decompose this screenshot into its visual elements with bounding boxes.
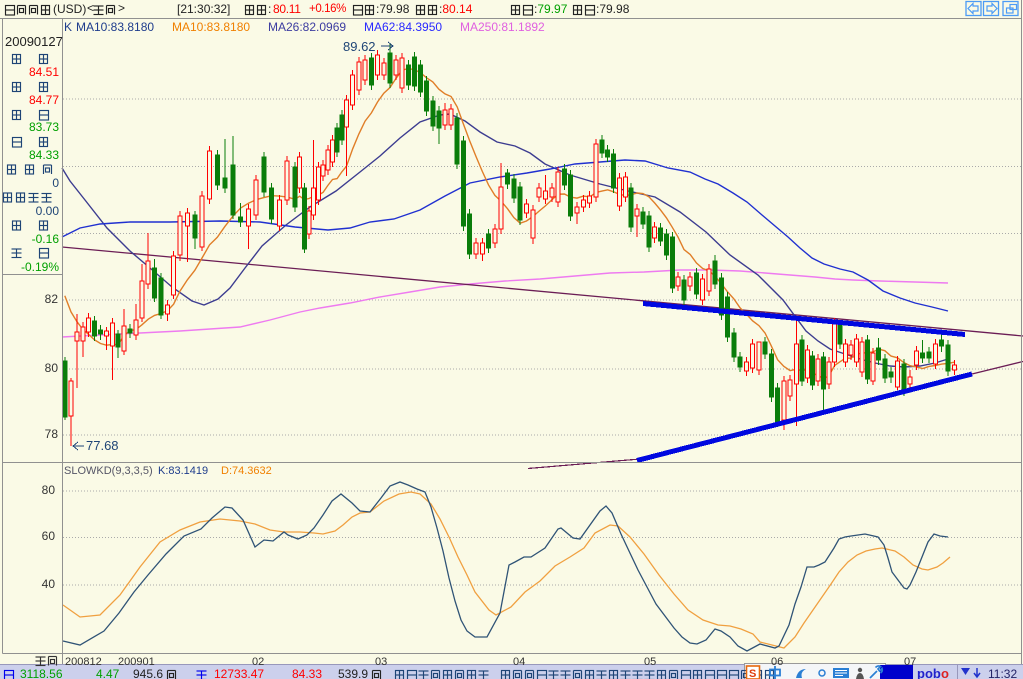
svg-text:S: S — [749, 668, 756, 679]
